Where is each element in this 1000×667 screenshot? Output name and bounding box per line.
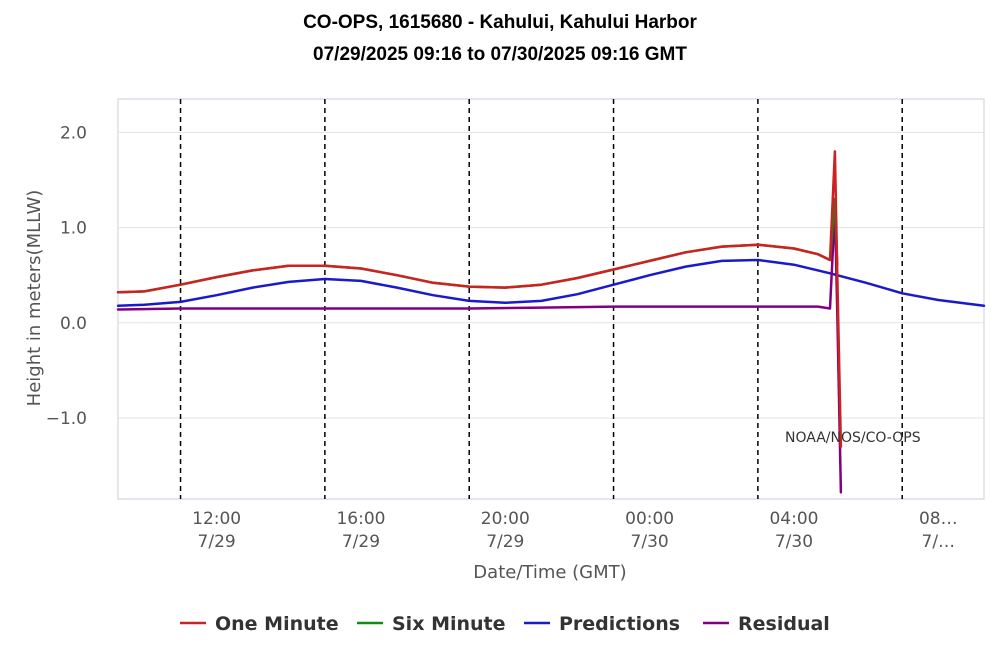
x-tick-time: 00:00 [625,509,674,529]
x-tick-time: 12:00 [192,509,241,529]
y-axis-label: Height in meters(MLLW) [24,190,45,407]
day-dividers [179,99,903,499]
legend-label: One Minute [215,613,339,635]
series-line-residual [116,207,843,494]
legend-label: Predictions [559,613,680,635]
y-tick-label: 0.0 [60,314,87,334]
x-tick-time: 08… [919,509,958,529]
x-tick-date: 7/30 [775,532,813,552]
x-tick-date: 7/… [922,532,956,552]
legend-label: Residual [738,613,830,635]
y-tick-label: 1.0 [60,219,87,239]
x-axis-label: Date/Time (GMT) [473,562,626,583]
chart-title: CO-OPS, 1615680 - Kahului, Kahului Harbo… [303,12,697,33]
x-tick-date: 7/30 [631,532,669,552]
series-line-one-minute [116,150,843,448]
y-axis-ticks: 2.0 1.0 0.0 −1.0 [46,123,87,429]
x-tick-time: 16:00 [336,509,385,529]
credit-annotation: NOAA/NOS/CO-OPS [785,430,921,446]
chart-subtitle: 07/29/2025 09:16 to 07/30/2025 09:16 GMT [313,44,687,65]
series-layer [116,150,986,494]
x-tick-date: 7/29 [342,532,380,552]
y-tick-label: −1.0 [46,409,87,429]
legend: One Minute Six Minute Predictions Residual [180,613,830,635]
series-line-predictions [116,258,986,307]
x-tick-date: 7/29 [486,532,524,552]
y-tick-label: 2.0 [60,123,87,143]
x-tick-time: 04:00 [769,509,818,529]
x-tick-time: 20:00 [481,509,530,529]
x-tick-date: 7/29 [198,532,236,552]
x-axis-ticks: 12:00 7/29 16:00 7/29 20:00 7/29 00:00 7/30 04:0… [192,509,957,552]
legend-label: Six Minute [392,613,506,635]
